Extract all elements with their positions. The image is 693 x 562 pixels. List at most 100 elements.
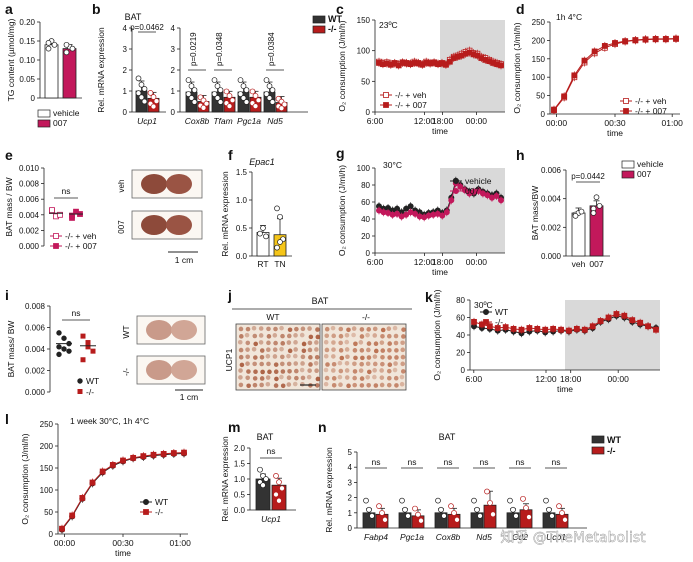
cell-stain bbox=[292, 353, 298, 359]
data-point bbox=[471, 497, 477, 504]
data-point bbox=[637, 319, 644, 326]
y-tick-label: 150 bbox=[40, 464, 54, 473]
data-point bbox=[534, 325, 541, 332]
cell-stain bbox=[324, 326, 330, 332]
cell-stain bbox=[238, 354, 244, 360]
panel-f-subtitle: Epac1 bbox=[249, 157, 275, 167]
data-point bbox=[502, 324, 509, 331]
y-axis-label: O₂ consumption (J/ml/h) bbox=[337, 165, 347, 256]
x-tick-label: 12:00 bbox=[535, 374, 557, 384]
data-point bbox=[150, 103, 157, 110]
cell-stain bbox=[266, 361, 271, 367]
cell-stain bbox=[273, 326, 278, 332]
cell-stain bbox=[393, 333, 399, 339]
cell-stain bbox=[324, 333, 330, 339]
cell-stain bbox=[245, 354, 251, 360]
x-category-label: veh bbox=[572, 259, 586, 269]
cell-stain bbox=[245, 326, 251, 332]
cell-stain bbox=[238, 368, 243, 373]
tissue-lobe bbox=[141, 174, 167, 194]
data-point bbox=[673, 35, 679, 42]
data-point bbox=[260, 225, 266, 231]
y-axis-label: TG content (µmol/mg) bbox=[6, 18, 16, 101]
data-point bbox=[277, 239, 283, 245]
panel-d: 0 50 100 150 200 250 O₂ consumption (J/ml/h) 1h… bbox=[512, 12, 683, 138]
cell-stain bbox=[400, 354, 406, 360]
data-point bbox=[605, 314, 612, 321]
cell-stain bbox=[265, 353, 271, 359]
tissue-lobe bbox=[166, 174, 192, 194]
data-point bbox=[51, 41, 58, 48]
cell-stain bbox=[293, 333, 298, 338]
panel-letter-l: l bbox=[5, 411, 9, 427]
row-label: UCP1 bbox=[224, 348, 234, 371]
cell-stain bbox=[346, 383, 351, 389]
panel-letter-i: i bbox=[5, 287, 9, 303]
cell-stain bbox=[306, 374, 312, 380]
bar-veh bbox=[571, 212, 586, 257]
data-point bbox=[645, 323, 651, 330]
cell-stain bbox=[392, 325, 398, 331]
cell-stain bbox=[307, 340, 313, 346]
y-tick-label: 0.008 bbox=[25, 302, 46, 311]
data-point bbox=[170, 450, 177, 456]
tissue-lobe bbox=[166, 215, 192, 235]
y-tick-label: 1.0 bbox=[234, 475, 246, 484]
y-tick-label: 0.008 bbox=[19, 180, 40, 189]
cell-stain bbox=[280, 383, 286, 389]
data-point bbox=[240, 83, 247, 89]
cell-stain bbox=[393, 340, 399, 346]
cell-stain bbox=[266, 340, 271, 346]
data-point bbox=[147, 90, 154, 96]
data-point bbox=[61, 335, 67, 341]
photo-label: -/- bbox=[121, 368, 131, 376]
data-point bbox=[379, 510, 385, 516]
data-point bbox=[621, 312, 628, 319]
cell-stain bbox=[373, 341, 379, 346]
cell-stain bbox=[338, 382, 343, 387]
data-point bbox=[415, 511, 421, 518]
cell-stain bbox=[386, 333, 392, 339]
x-tick-label: 00:00 bbox=[466, 116, 488, 126]
y-tick-label: 0.002 bbox=[25, 367, 46, 376]
cell-stain bbox=[400, 347, 406, 353]
y-tick-label: 0.004 bbox=[25, 345, 46, 354]
legend-label: WT bbox=[155, 497, 168, 507]
bar-007 bbox=[62, 48, 77, 99]
y-tick-label: 200 bbox=[40, 442, 54, 451]
data-point bbox=[613, 311, 620, 317]
legend-label: 007 bbox=[53, 118, 67, 128]
y-tick-label: 1 bbox=[348, 509, 353, 518]
column-label: WT bbox=[266, 312, 279, 322]
data-point bbox=[494, 325, 501, 331]
y-axis-label: O₂ consumption (J/ml/h) bbox=[20, 433, 30, 524]
cell-stain bbox=[252, 333, 258, 339]
cell-stain bbox=[280, 369, 286, 374]
cell-stain bbox=[307, 347, 313, 353]
y-tick-label: 0 bbox=[366, 249, 371, 258]
data-point bbox=[200, 104, 207, 111]
data-point bbox=[277, 213, 283, 220]
data-point bbox=[642, 36, 649, 43]
y-tick-label: 150 bbox=[532, 55, 546, 64]
cell-stain bbox=[238, 326, 244, 332]
photo-label: veh bbox=[117, 180, 126, 193]
cell-stain bbox=[338, 368, 344, 374]
data-point bbox=[596, 202, 603, 209]
cell-stain bbox=[265, 375, 271, 380]
data-point bbox=[549, 512, 555, 519]
cell-stain bbox=[287, 348, 293, 354]
data-point bbox=[454, 516, 460, 523]
legend-swatch bbox=[312, 15, 326, 24]
data-point bbox=[130, 454, 137, 461]
cell-stain bbox=[372, 333, 378, 338]
cell-stain bbox=[259, 355, 265, 360]
cell-stain bbox=[286, 361, 292, 367]
legend-marker bbox=[383, 92, 389, 98]
data-point bbox=[263, 77, 270, 83]
cell-stain bbox=[331, 368, 336, 373]
panel-i: 0.000 0.002 0.004 0.006 0.008 BAT mass/ BW ns W… bbox=[6, 302, 206, 402]
legend-label: -/- + 007 bbox=[395, 100, 427, 110]
x-tick-label: 00:00 bbox=[54, 538, 76, 548]
data-point bbox=[150, 94, 157, 100]
